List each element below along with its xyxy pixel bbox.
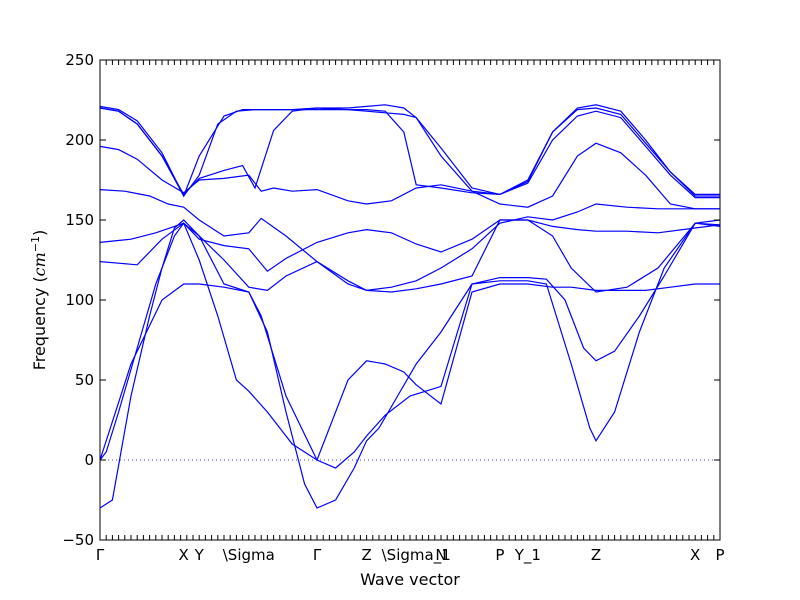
y-axis-label-unit: cm bbox=[30, 252, 49, 276]
y-tick-label: 250 bbox=[65, 51, 94, 69]
y-tick-label: 0 bbox=[84, 451, 94, 469]
band-line-1 bbox=[99, 219, 720, 509]
band-lines bbox=[99, 104, 721, 509]
x-tick-label: X bbox=[179, 546, 189, 564]
x-axis-ticks: Γ X Y \Sigma Γ Z \Sigma_1N P Y_1 Z X P bbox=[96, 60, 725, 565]
band-line-7 bbox=[99, 142, 720, 210]
x-tick-label: N bbox=[435, 546, 446, 564]
y-axis-label-close: ) bbox=[30, 230, 49, 236]
x-axis-label: Wave vector bbox=[360, 570, 460, 589]
x-tick-label: P bbox=[715, 546, 724, 564]
y-axis-label: Frequency (cm−1) bbox=[29, 230, 50, 371]
x-tick-label: Z bbox=[591, 546, 601, 564]
band-line-5 bbox=[99, 219, 721, 273]
band-line-9 bbox=[99, 104, 720, 198]
x-tick-label: \Sigma bbox=[223, 546, 275, 564]
x-tick-label: Y_1 bbox=[514, 546, 541, 565]
band-line-2 bbox=[99, 221, 721, 469]
band-line-8 bbox=[99, 104, 720, 196]
plot-frame bbox=[99, 59, 721, 541]
x-tick-label: X bbox=[690, 546, 700, 564]
x-tick-label: Z bbox=[361, 546, 371, 564]
y-axis-label-text: Frequency ( bbox=[30, 276, 49, 370]
y-axis-ticks: −50 0 50 100 150 200 250 bbox=[62, 51, 720, 549]
x-tick-label: Γ bbox=[96, 546, 105, 564]
y-tick-label: −50 bbox=[62, 531, 94, 549]
x-tick-label: Γ bbox=[313, 546, 322, 564]
y-tick-label: 100 bbox=[65, 291, 94, 309]
x-tick-label: P bbox=[495, 546, 504, 564]
y-tick-label: 50 bbox=[75, 371, 94, 389]
x-tick-label: \Sigma_1 bbox=[382, 546, 451, 565]
x-tick-label: Y bbox=[194, 546, 205, 564]
band-line-3 bbox=[99, 219, 721, 509]
band-line-10 bbox=[99, 107, 720, 199]
band-line-6 bbox=[99, 189, 720, 292]
y-tick-label: 200 bbox=[65, 131, 94, 149]
y-tick-label: 150 bbox=[65, 211, 94, 229]
y-axis-label-exponent: −1 bbox=[29, 236, 42, 252]
